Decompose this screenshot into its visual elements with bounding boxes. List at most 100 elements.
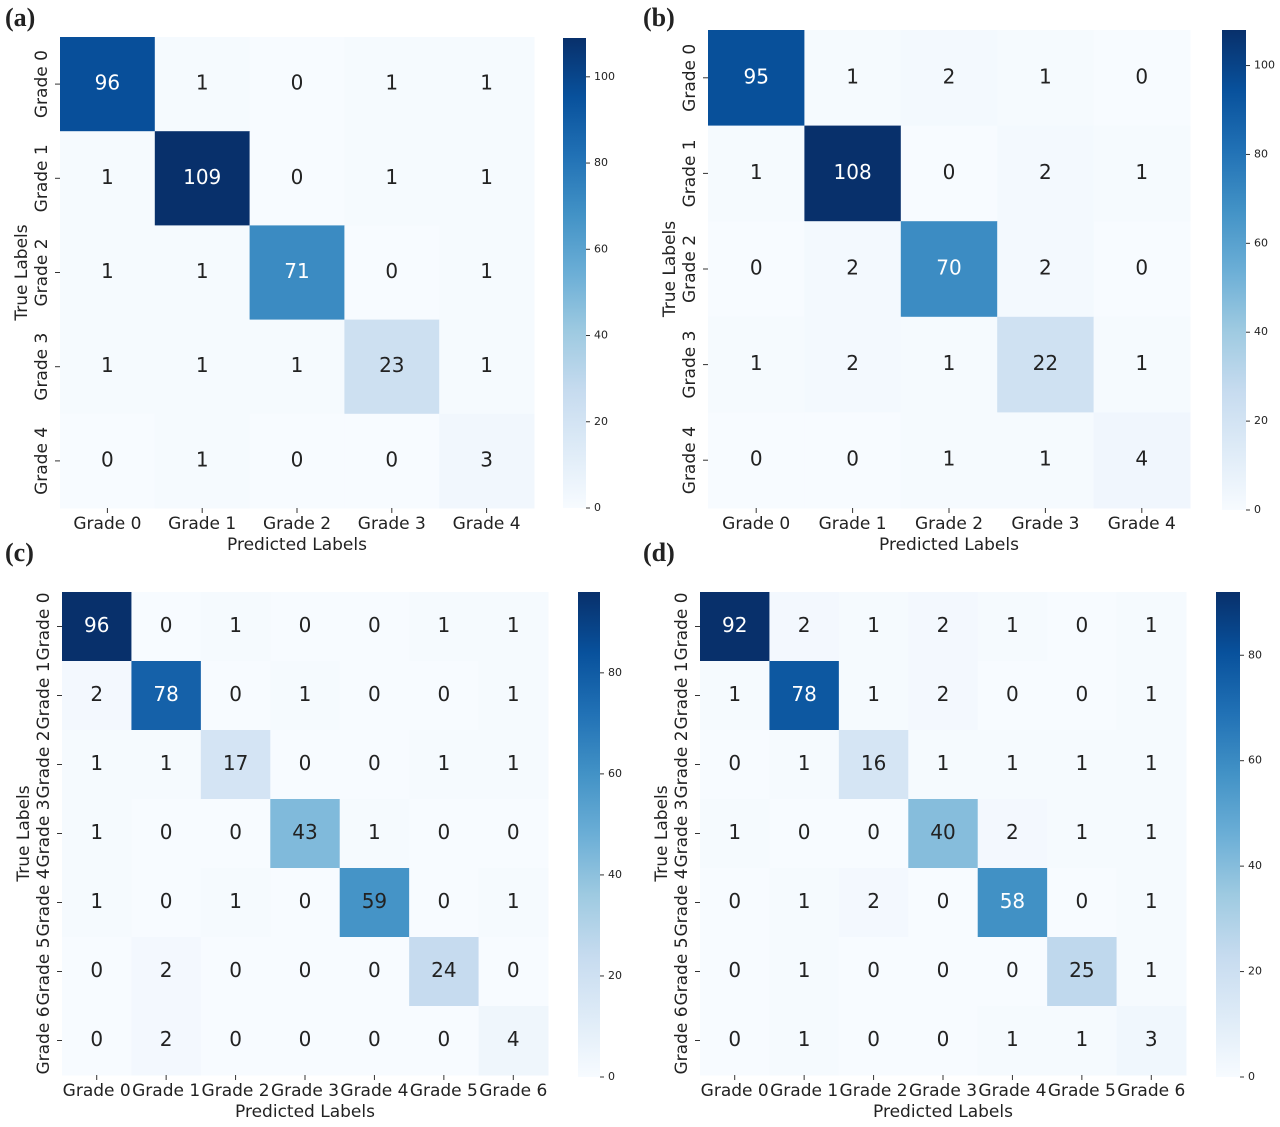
heatmap-cell	[700, 592, 770, 662]
cell-label: 1	[1145, 820, 1158, 844]
x-tick-label: Grade 1	[770, 1081, 838, 1101]
cell-label: 1	[101, 259, 114, 283]
heatmap-cell	[1047, 592, 1118, 662]
x-axis-label: Predicted Labels	[879, 535, 1019, 555]
heatmap-cell	[1093, 125, 1191, 222]
cell-label: 1	[196, 353, 209, 377]
heatmap-cell	[131, 1006, 202, 1076]
heatmap-cell	[154, 319, 251, 415]
heatmap-cell	[769, 937, 840, 1007]
heatmap-cell	[200, 730, 271, 800]
heatmap-cell	[154, 37, 251, 132]
cell-label: 2	[867, 889, 880, 913]
cell-label: 1	[728, 820, 741, 844]
heatmap-cell	[270, 868, 341, 938]
heatmap-cell	[131, 937, 202, 1007]
heatmap-cell	[1093, 30, 1191, 127]
heatmap-cell	[154, 413, 251, 509]
colorbar-tick-label: 60	[1254, 236, 1268, 249]
colorbar-tick-label: 40	[594, 329, 608, 342]
heatmap-cell	[478, 799, 549, 869]
heatmap-cell	[344, 319, 440, 415]
x-tick-label: Grade 3	[358, 514, 426, 534]
heatmap-cell	[1047, 868, 1118, 938]
cell-label: 1	[1145, 682, 1158, 706]
cell-label: 0	[229, 820, 242, 844]
heatmap-cell	[270, 730, 341, 800]
cell-label: 2	[937, 613, 950, 637]
colorbar-tick-label: 20	[1254, 414, 1268, 427]
cell-label: 2	[937, 682, 950, 706]
heatmap-cell	[977, 1006, 1048, 1076]
heatmap-cell	[900, 221, 998, 318]
x-tick-label: Grade 2	[202, 1081, 270, 1101]
colorbar-tick-label: 0	[608, 1070, 615, 1083]
x-tick-label: Grade 4	[978, 1081, 1046, 1101]
cell-label: 0	[299, 613, 312, 637]
cell-label: 1	[229, 889, 242, 913]
heatmap-cell	[154, 131, 251, 226]
y-tick-label: Grade 2	[680, 235, 700, 303]
heatmap-cell	[1093, 221, 1191, 318]
heatmap-cell	[977, 937, 1048, 1007]
heatmap-cell	[900, 30, 998, 127]
cell-label: 1	[1075, 751, 1088, 775]
heatmap-cell	[977, 799, 1048, 869]
x-tick-label: Grade 6	[479, 1081, 547, 1101]
heatmap-cell	[900, 412, 998, 509]
cell-label: 0	[1075, 889, 1088, 913]
heatmap-cell	[249, 413, 345, 509]
heatmap-cell	[1116, 730, 1187, 800]
cell-label: 59	[362, 889, 387, 913]
cell-label: 3	[480, 447, 493, 471]
heatmap-cell	[900, 316, 998, 413]
heatmap-cell	[270, 661, 341, 731]
heatmap-cell	[838, 937, 909, 1007]
cell-label: 0	[1075, 682, 1088, 706]
heatmap-cell	[1116, 937, 1187, 1007]
cell-label: 58	[1000, 889, 1025, 913]
heatmap-cell	[131, 730, 202, 800]
heatmap-cell	[700, 661, 770, 731]
x-tick-label: Grade 5	[410, 1081, 478, 1101]
heatmap-cell	[62, 730, 132, 800]
colorbar-tick-label: 40	[1254, 325, 1268, 338]
heatmap-cell	[339, 730, 410, 800]
y-axis-label: True Labels	[652, 785, 672, 882]
cell-label: 0	[437, 682, 450, 706]
y-tick-label: Grade 3	[672, 799, 692, 867]
cell-label: 3	[1145, 1027, 1158, 1051]
cell-label: 25	[1069, 958, 1094, 982]
colorbar-tick-label: 0	[594, 501, 601, 514]
cell-label: 0	[728, 889, 741, 913]
heatmap-cell	[908, 661, 979, 731]
cell-label: 0	[943, 160, 956, 184]
cell-label: 0	[750, 256, 763, 280]
cell-label: 0	[90, 958, 103, 982]
heatmap-cell	[1116, 592, 1187, 662]
colorbar-tick-label: 20	[594, 415, 608, 428]
cell-label: 1	[507, 751, 520, 775]
heatmap-cell	[700, 730, 770, 800]
cell-label: 0	[1135, 256, 1148, 280]
x-tick-label: Grade 1	[819, 514, 887, 534]
y-tick-label: Grade 1	[672, 661, 692, 729]
heatmap-cell	[249, 319, 345, 415]
heatmap-cell	[344, 413, 440, 509]
cell-label: 0	[937, 1027, 950, 1051]
x-axis-label: Predicted Labels	[227, 535, 367, 555]
cell-label: 0	[368, 751, 381, 775]
cell-label: 1	[867, 613, 880, 637]
heatmap-cell	[270, 1006, 341, 1076]
heatmap-cell	[60, 37, 156, 132]
panel-label: (b)	[643, 3, 675, 32]
heatmap-cell	[997, 221, 1095, 318]
cell-label: 1	[1039, 447, 1052, 471]
heatmap-cell	[977, 661, 1048, 731]
heatmap-cell	[804, 30, 902, 127]
heatmap-cell	[1093, 412, 1191, 509]
heatmap-cell	[908, 1006, 979, 1076]
cell-label: 1	[1006, 613, 1019, 637]
cell-label: 1	[1006, 751, 1019, 775]
colorbar-tick-label: 20	[608, 969, 622, 982]
